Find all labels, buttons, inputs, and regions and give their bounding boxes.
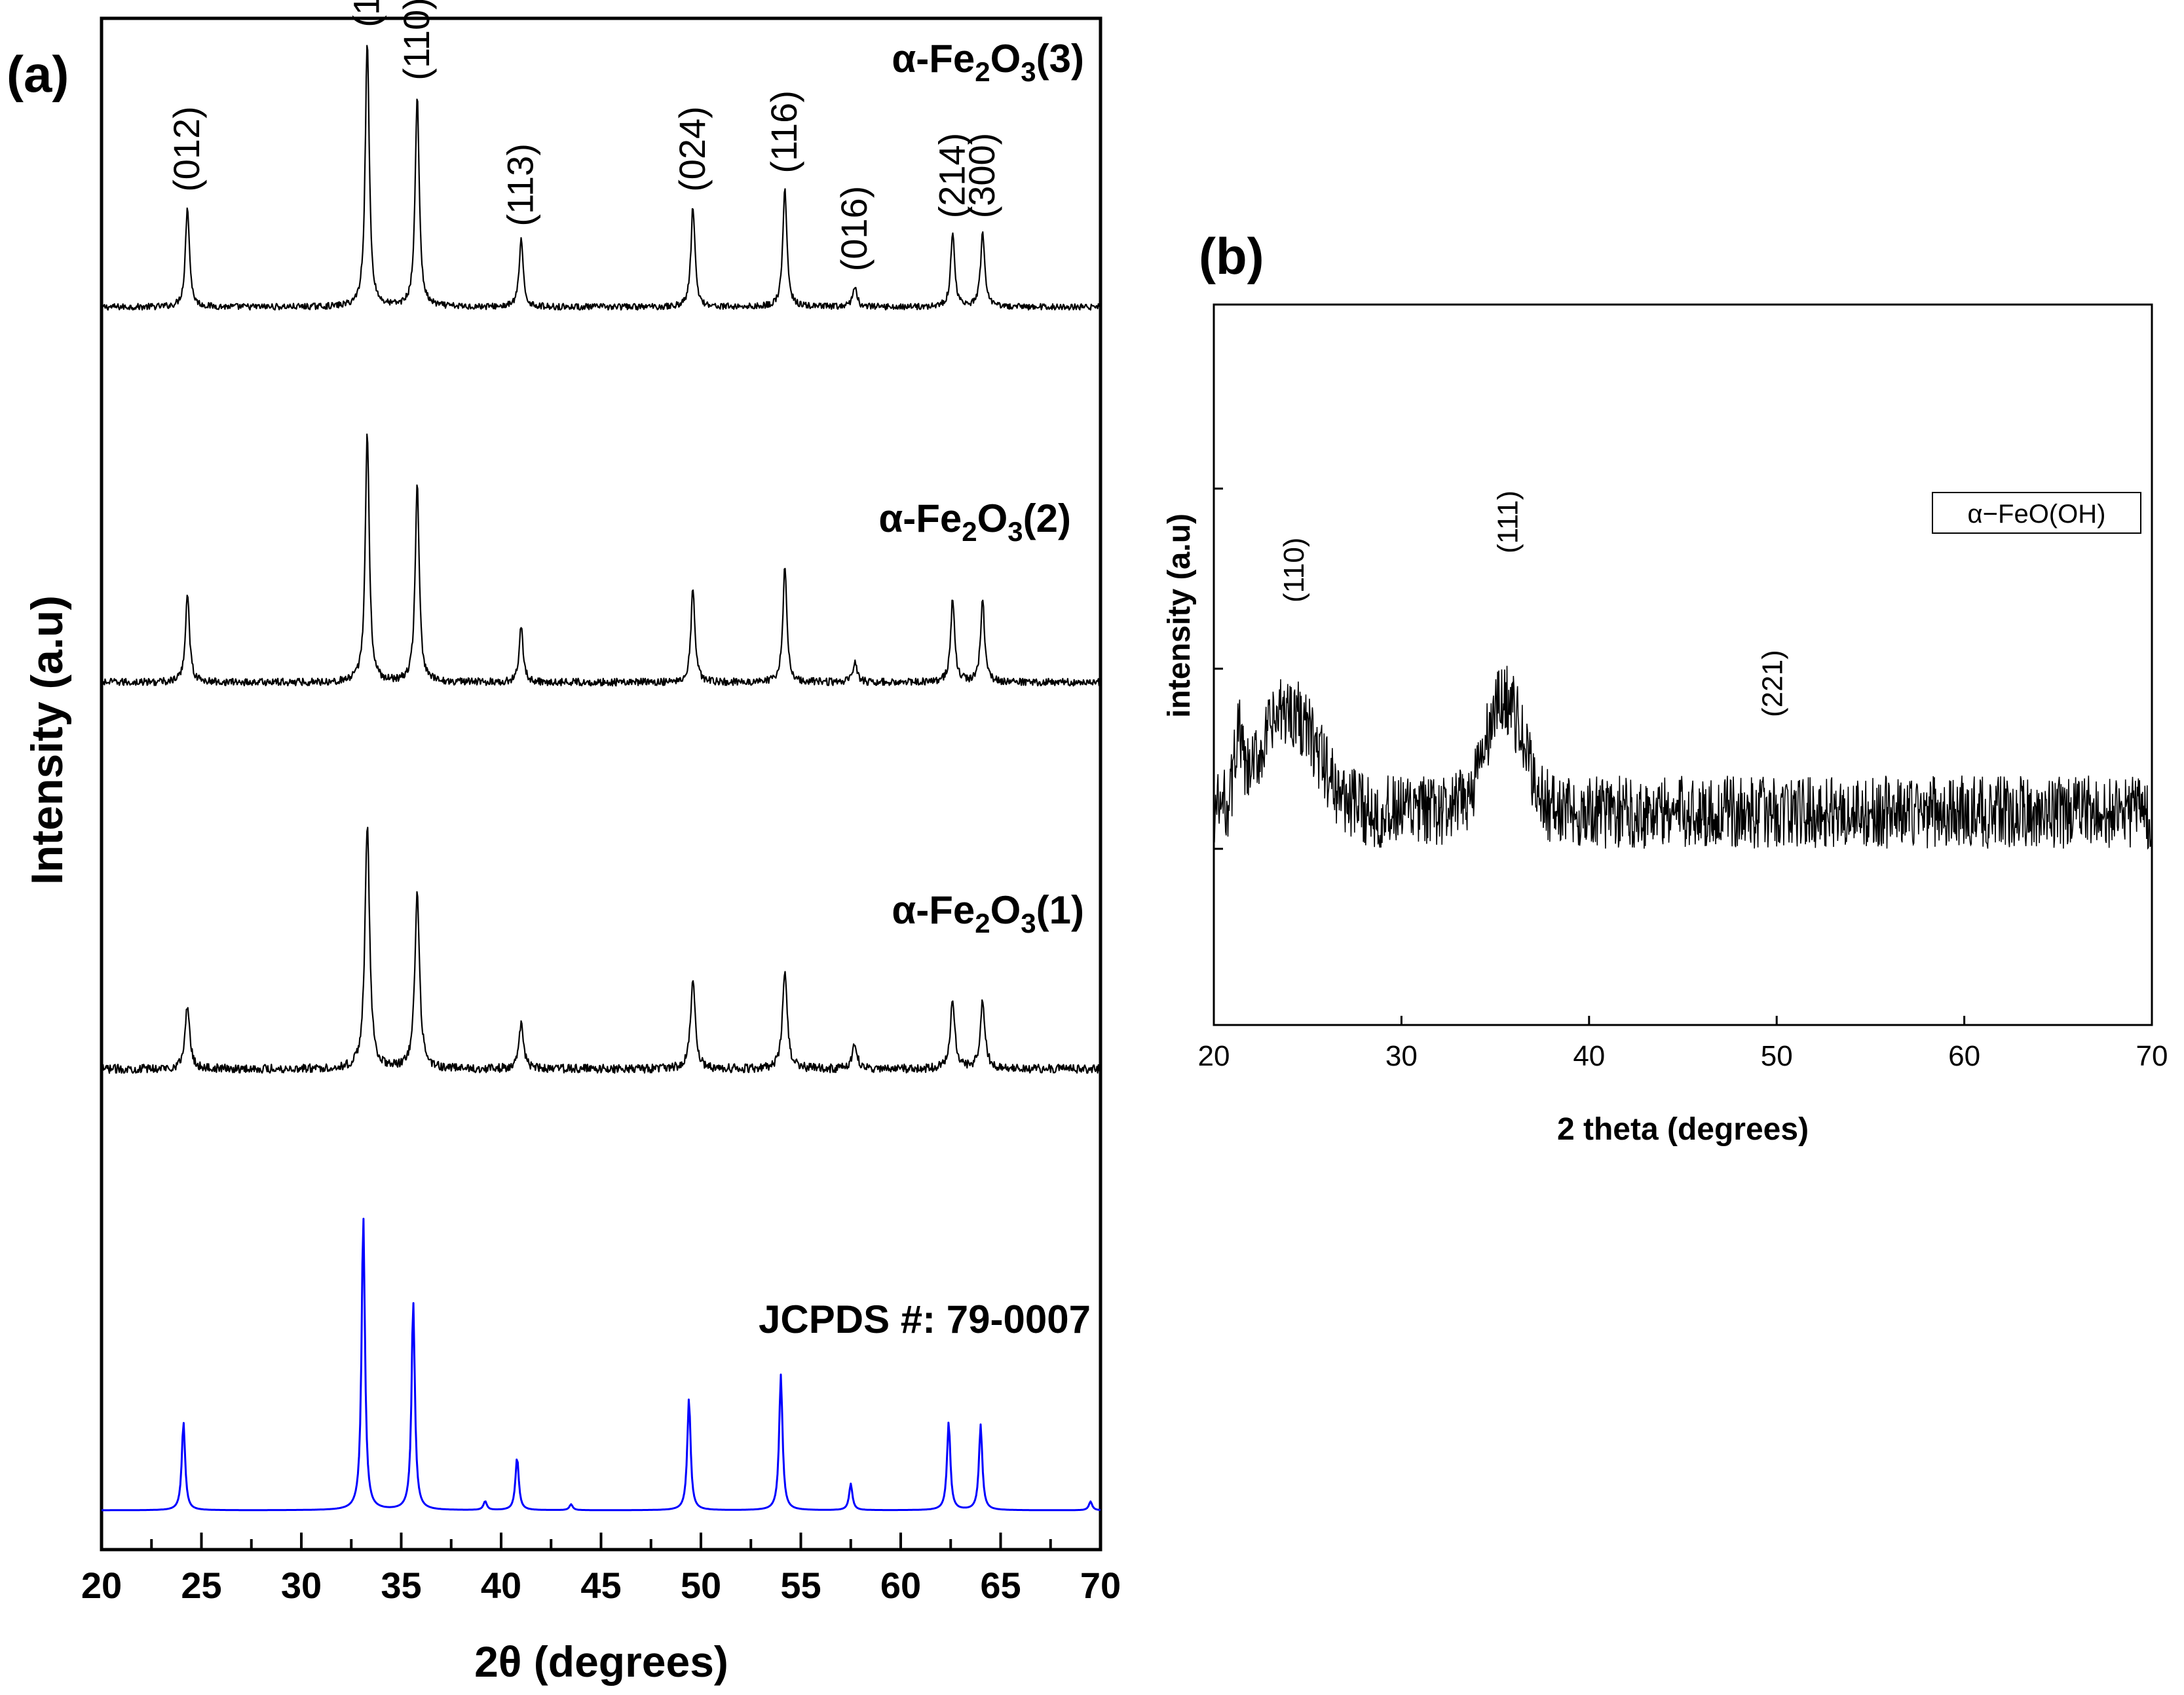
hkl-label: (214) [931,133,972,219]
legend-box [1932,492,2141,534]
panel-b-trace [1213,665,2153,850]
hkl-label: (221) [1757,650,1789,717]
x-tick-label: 50 [1761,1040,1793,1072]
series-line [1213,665,2153,850]
x-tick-label: 60 [880,1565,921,1606]
trace-label-fe2o3-2: α-Fe2O3(2) [878,496,1071,547]
trace-label-jcpds: JCPDS #: 79-0007 [759,1297,1091,1341]
trace-label-fe2o3-1: α-Fe2O3(1) [892,888,1084,939]
x-tick-label: 70 [1080,1565,1121,1606]
legend-label: α−FeO(OH) [1968,500,2106,529]
x-tick-label: 65 [980,1565,1021,1606]
hkl-label: (104) [346,0,387,28]
panel-a-x-ticks: 20 25 30 35 40 45 50 55 60 65 70 [81,1533,1121,1606]
panel-a-traces [100,45,1101,1512]
hkl-label: (024) [671,106,713,192]
x-tick-label: 35 [381,1565,421,1606]
x-tick-label: 30 [1385,1040,1418,1072]
x-tick-label: 45 [580,1565,621,1606]
x-tick-label: 25 [181,1565,221,1606]
panel-b-ticks: 20 30 40 50 60 70 [1198,487,2168,1072]
series-line [100,827,1101,1074]
panel-a-label: (a) [7,45,69,103]
panel-a-x-axis-title: 2θ (degrees) [474,1637,728,1686]
hkl-label: (110) [396,0,437,81]
panel-a: (a) 20 25 30 35 40 45 50 55 60 65 70 (012) (104) (11… [7,0,1121,1686]
x-tick-label: 30 [281,1565,322,1606]
hkl-label: (113) [500,143,541,227]
x-tick-label: 50 [681,1565,721,1606]
panel-b-x-axis-title: 2 theta (degrees) [1557,1112,1809,1147]
hkl-label: (110) [1278,538,1310,603]
x-tick-label: 40 [1573,1040,1605,1072]
x-tick-label: 70 [2136,1040,2168,1072]
x-tick-label: 55 [780,1565,821,1606]
x-tick-label: 40 [481,1565,521,1606]
panel-b: (b) 20 30 40 50 60 70 (110) (111) (221) α−FeO(O… [1162,227,2168,1147]
panel-b-legend: α−FeO(OH) [1932,492,2141,534]
panel-a-hkl-labels: (012) (104) (110) (113) (024) (116) (016) (214)… [166,0,1002,271]
panel-b-frame [1213,303,2153,1026]
hkl-label: (111) [1492,491,1524,553]
panel-b-y-axis-title: intensity (a.u) [1162,513,1197,718]
series-line [102,1218,1101,1512]
hkl-label: (300) [961,133,1002,219]
x-tick-label: 20 [1198,1040,1230,1072]
trace-label-fe2o3-3: α-Fe2O3(3) [892,37,1084,87]
panel-a-y-axis-title: Intensity (a.u) [22,595,72,885]
hkl-label: (116) [763,90,804,174]
series-line [100,45,1101,311]
hkl-label: (012) [166,106,207,192]
panel-b-hkl-labels: (110) (111) (221) [1278,491,1788,717]
hkl-label: (016) [833,186,875,272]
x-tick-label: 20 [81,1565,122,1606]
x-tick-label: 60 [1948,1040,1980,1072]
panel-b-label: (b) [1199,227,1264,285]
series-line [100,433,1101,687]
